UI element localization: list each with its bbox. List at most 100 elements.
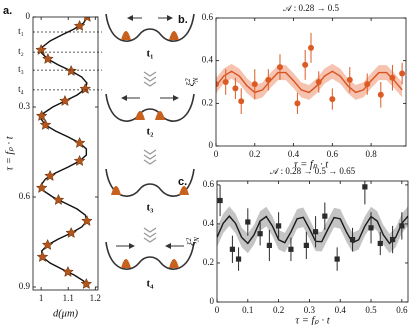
double-well <box>105 241 195 270</box>
point <box>315 79 322 85</box>
schematic-label: t₃ <box>147 202 155 214</box>
point <box>245 219 251 225</box>
x-tick-label: 0.6 <box>396 305 408 315</box>
point <box>235 256 242 262</box>
point <box>257 231 263 237</box>
x-tick-label: 0 <box>215 305 220 315</box>
point <box>322 213 328 219</box>
point <box>276 64 283 71</box>
y-tick-label: 0 <box>209 140 214 150</box>
point <box>349 236 356 243</box>
point <box>303 242 309 249</box>
point <box>266 242 272 249</box>
wavepacket <box>179 186 189 195</box>
point <box>389 236 396 243</box>
wavepacket <box>121 31 131 40</box>
x-tick-label: 0 <box>214 149 219 159</box>
star-marker <box>35 109 48 121</box>
y-tick-label: 0.6 <box>202 12 214 22</box>
x-tick-label: 0.4 <box>288 149 300 159</box>
star-marker <box>73 136 86 148</box>
x-tick-label: 1.2 <box>90 293 101 303</box>
schematic-label: t₂ <box>147 126 155 138</box>
y-tick-label: 0.2 <box>202 97 213 107</box>
y-tick-label: 0.6 <box>203 179 215 189</box>
x-tick-label: 1.1 <box>63 293 74 303</box>
fit-line <box>216 70 403 94</box>
axes-frame <box>32 16 99 291</box>
star-marker <box>36 250 49 262</box>
star-marker <box>41 238 54 250</box>
star-marker <box>79 82 92 94</box>
x-tick-label: 0.2 <box>249 149 260 159</box>
star-marker <box>81 214 93 226</box>
schematic-label: t₄ <box>147 278 155 290</box>
x-tick-label: 0.3 <box>304 305 316 315</box>
x-tick-label: 0.8 <box>365 149 377 159</box>
x-tick-label: 0.1 <box>242 305 253 315</box>
point <box>368 225 374 231</box>
x-tick-label: 0.5 <box>365 305 377 315</box>
y-label-sup: 2 <box>184 78 192 82</box>
point <box>377 91 384 98</box>
plot-area <box>217 181 408 271</box>
time-mark-label: t₂ <box>18 46 24 56</box>
y-label-sub: N <box>193 237 201 243</box>
y-tick-label: 0 <box>210 296 215 306</box>
point <box>217 197 223 204</box>
y-tick-label: 0.4 <box>203 218 215 228</box>
y-tick-label: 0.6 <box>19 191 31 201</box>
y-axis-label: ξ2N <box>185 237 201 246</box>
y-tick-label: 0.4 <box>202 55 214 65</box>
point <box>222 79 229 85</box>
star-marker <box>42 52 54 64</box>
y-label-base: ξ <box>186 81 197 86</box>
y-tick-label: 0.2 <box>203 257 214 267</box>
double-well <box>105 13 195 42</box>
star-marker <box>44 169 56 181</box>
x-tick-label: 1 <box>39 293 44 303</box>
y-label-base: ξ <box>187 241 198 246</box>
point <box>308 44 314 51</box>
schematic-label: t₁ <box>147 48 154 60</box>
panel-label: a. <box>3 5 12 17</box>
y-axis-label: ξ2N <box>184 77 200 86</box>
point <box>364 81 371 88</box>
wavepacket <box>121 259 131 268</box>
x-axis-label: d(μm) <box>53 308 79 319</box>
point <box>251 81 258 88</box>
point <box>288 246 294 252</box>
point <box>232 85 239 92</box>
star-marker <box>52 193 65 205</box>
chevron <box>143 71 157 77</box>
chevron <box>143 154 157 160</box>
star-marker <box>35 181 48 193</box>
chevron <box>143 159 157 165</box>
chevron <box>143 149 157 155</box>
y-tick-label: 0.3 <box>19 101 31 111</box>
panel-label: c. <box>178 176 187 188</box>
x-tick-label: 0.2 <box>273 305 284 315</box>
point <box>389 74 396 81</box>
axes-frame <box>215 17 407 147</box>
point <box>294 100 301 107</box>
star-marker <box>80 277 93 289</box>
point <box>216 81 219 88</box>
curve <box>40 17 88 288</box>
y-tick-label: 0.9 <box>19 281 31 291</box>
star-marker <box>83 17 91 22</box>
star-marker <box>73 19 86 31</box>
wavepacket <box>169 259 179 268</box>
y-label-sup: 2 <box>185 237 193 241</box>
y-label-sub: N <box>192 77 200 83</box>
point <box>238 98 245 105</box>
chevron <box>143 81 157 87</box>
fit-band <box>217 206 408 254</box>
point <box>399 223 405 229</box>
point <box>265 76 272 83</box>
point <box>346 76 353 83</box>
x-axis-label: τ = fₚ · t <box>294 159 329 170</box>
chart-title: 𝒜 : 0.28 → 0.5 → 0.65 <box>270 166 356 176</box>
chevron <box>143 237 157 243</box>
